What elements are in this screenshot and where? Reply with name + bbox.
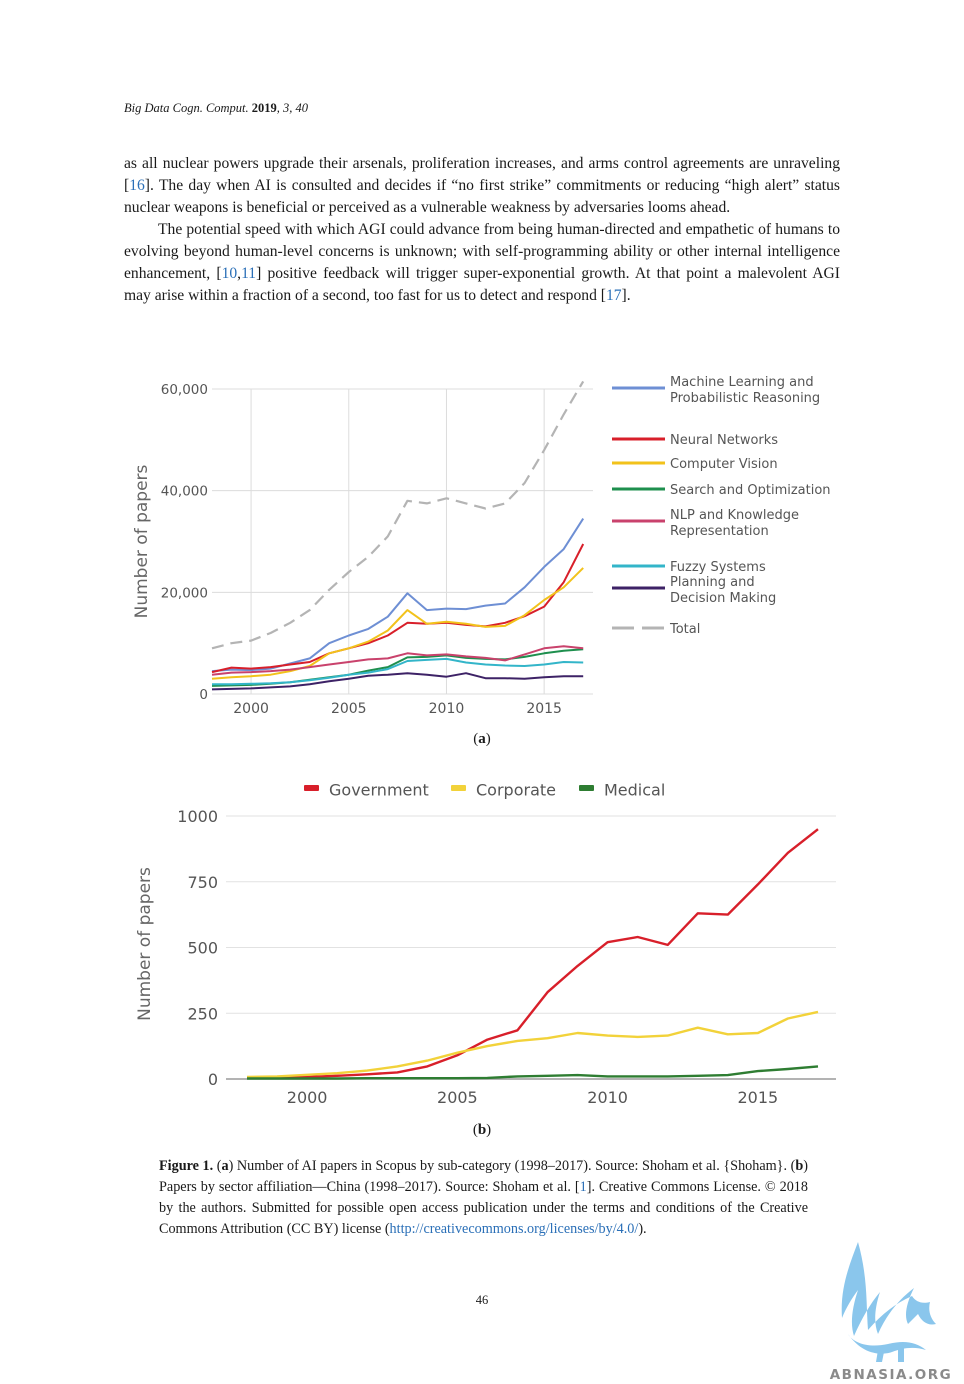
figure-1a-letter: a bbox=[478, 731, 486, 747]
y-tick-label: 60,000 bbox=[161, 382, 208, 398]
series-line-machine-learning-and-probabilistic-reasoning bbox=[211, 518, 585, 673]
legend-label-search-and-optimization: Search and Optimization bbox=[670, 483, 831, 498]
legend-label-fuzzy-systems: Fuzzy Systems bbox=[670, 560, 766, 575]
legend-label-computer-vision: Computer Vision bbox=[670, 457, 778, 472]
legend-swatch-medical bbox=[579, 785, 594, 791]
paragraph-1-text-b: ]. The day when AI is consulted and deci… bbox=[124, 177, 840, 216]
watermark-text: ABNASIA.ORG bbox=[830, 1367, 953, 1383]
x-tick-label: 2000 bbox=[287, 1088, 328, 1107]
paragraph-2-text-b: ] positive feedback will trigger super-e… bbox=[124, 265, 840, 304]
journal-name: Big Data Cogn. Comput. bbox=[124, 101, 249, 115]
citation-separator: , bbox=[237, 265, 242, 282]
caption-c-text: ]. Creative Commons License. © 2018 by t… bbox=[159, 1179, 808, 1237]
series-line-planning-and-decision-making bbox=[211, 672, 584, 691]
x-tick-label: 2000 bbox=[233, 701, 269, 717]
y-axis-label: Number of papers bbox=[135, 867, 155, 1021]
series-line-nlp-and-knowledge-representation bbox=[211, 645, 584, 676]
running-header: Big Data Cogn. Comput. 2019, 3, 40 bbox=[124, 101, 308, 116]
license-link[interactable]: http://creativecommons.org/licenses/by/4… bbox=[389, 1221, 639, 1237]
y-tick-label: 500 bbox=[187, 939, 218, 958]
caption-b-text: ) Papers by sector affiliation—China (19… bbox=[159, 1158, 808, 1195]
legend-swatch-government bbox=[304, 785, 319, 791]
paragraph-2-text: The potential speed with which AGI could… bbox=[124, 221, 840, 282]
y-tick-label: 1000 bbox=[177, 807, 218, 826]
pegasus-icon bbox=[841, 1242, 936, 1362]
x-tick-label: 2005 bbox=[331, 701, 367, 717]
x-tick-label: 2015 bbox=[738, 1088, 779, 1107]
caption-a-text: ) Number of AI papers in Scopus by sub-c… bbox=[228, 1158, 796, 1174]
y-tick-label: 40,000 bbox=[161, 484, 208, 500]
citation-17[interactable]: 17 bbox=[605, 287, 622, 304]
legend-label-government: Government bbox=[329, 781, 429, 800]
paragraph-1: as all nuclear powers upgrade their arse… bbox=[124, 153, 840, 219]
paragraph-1-text: as all nuclear powers upgrade their arse… bbox=[124, 155, 840, 194]
figure-caption: Figure 1. (a) Number of AI papers in Sco… bbox=[159, 1158, 808, 1237]
journal-volume: , 3, 40 bbox=[276, 101, 309, 115]
paragraph-2-text-c: ]. bbox=[621, 287, 631, 304]
citation-10[interactable]: 10 bbox=[221, 265, 238, 282]
citation-11[interactable]: 11 bbox=[241, 265, 257, 282]
legend-label-machine-learning-and-probabilistic-reasoning: Machine Learning and Probabilistic Reason… bbox=[670, 375, 820, 406]
caption-a-letter: a bbox=[221, 1158, 229, 1174]
series-line-government bbox=[247, 828, 819, 1079]
legend-label-neural-networks: Neural Networks bbox=[670, 433, 778, 448]
legend-label-planning-and-decision-making: Planning and Decision Making bbox=[670, 575, 776, 606]
figure-1b-label: (b) bbox=[472, 1122, 492, 1138]
x-tick-label: 2015 bbox=[526, 701, 562, 717]
series-line-fuzzy-systems bbox=[212, 657, 584, 686]
caption-lead: Figure 1. bbox=[159, 1158, 214, 1174]
series-line-total bbox=[211, 380, 585, 650]
figure-1b-letter: b bbox=[477, 1122, 487, 1138]
y-axis-label: Number of papers bbox=[132, 464, 152, 618]
legend-label-total: Total bbox=[669, 622, 700, 637]
series-line-medical bbox=[247, 1065, 819, 1080]
caption-end: ). bbox=[638, 1221, 647, 1237]
x-tick-label: 2010 bbox=[587, 1088, 628, 1107]
series-line-corporate bbox=[246, 1010, 819, 1079]
legend-label-nlp-and-knowledge-representation: NLP and Knowledge Representation bbox=[670, 508, 799, 539]
y-tick-label: 20,000 bbox=[161, 585, 208, 601]
x-tick-label: 2010 bbox=[429, 701, 465, 717]
caption-b-letter: b bbox=[795, 1158, 804, 1174]
figure-1a-label: (a) bbox=[473, 731, 491, 747]
legend-label-medical: Medical bbox=[604, 781, 665, 800]
body-text: as all nuclear powers upgrade their arse… bbox=[124, 153, 840, 307]
citation-16[interactable]: 16 bbox=[129, 177, 145, 194]
y-tick-label: 250 bbox=[187, 1004, 218, 1023]
series-line-computer-vision bbox=[211, 567, 584, 680]
figure-1a-chart: 0 20,000 40,000 60,000 2000 2005 2010 2015 Numbe… bbox=[132, 375, 831, 717]
y-tick-label: 0 bbox=[199, 687, 208, 703]
journal-year: 2019 bbox=[251, 101, 277, 115]
legend-swatch-corporate bbox=[451, 785, 466, 791]
caption-citation-1[interactable]: 1 bbox=[579, 1179, 587, 1195]
figure-1b-chart: 0 250 500 750 1000 2000 2005 2010 2015 Number of … bbox=[135, 781, 836, 1107]
paragraph-2: The potential speed with which AGI could… bbox=[124, 219, 840, 307]
watermark-logo: ABNASIA.ORG bbox=[830, 1242, 953, 1383]
x-tick-label: 2005 bbox=[437, 1088, 478, 1107]
legend-label-corporate: Corporate bbox=[476, 781, 556, 800]
y-tick-label: 750 bbox=[187, 873, 218, 892]
page-number: 46 bbox=[475, 1293, 489, 1307]
y-tick-label: 0 bbox=[208, 1070, 218, 1089]
